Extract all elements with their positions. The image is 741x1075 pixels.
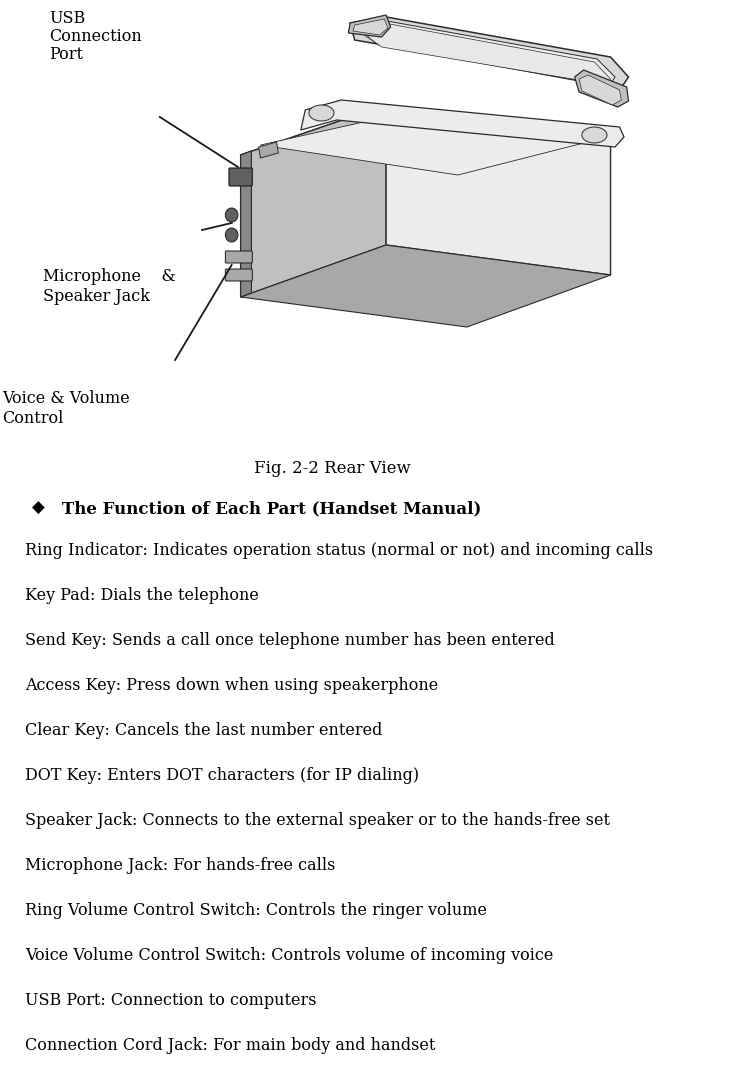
Polygon shape	[301, 100, 624, 147]
Text: Clear Key: Cancels the last number entered: Clear Key: Cancels the last number enter…	[25, 722, 382, 739]
Text: Voice & Volume: Voice & Volume	[1, 390, 130, 407]
Polygon shape	[368, 23, 611, 88]
Text: Microphone Jack: For hands-free calls: Microphone Jack: For hands-free calls	[25, 857, 336, 874]
FancyBboxPatch shape	[229, 168, 252, 186]
Polygon shape	[259, 142, 279, 158]
Text: Fig. 2-2 Rear View: Fig. 2-2 Rear View	[254, 460, 411, 477]
Text: Connection Cord Jack: For main body and handset: Connection Cord Jack: For main body and …	[25, 1037, 436, 1054]
Text: Port: Port	[50, 46, 84, 63]
Polygon shape	[241, 105, 611, 187]
Text: Send Key: Sends a call once telephone number has been entered: Send Key: Sends a call once telephone nu…	[25, 632, 555, 649]
Text: The Function of Each Part (Handset Manual): The Function of Each Part (Handset Manua…	[62, 500, 481, 517]
Polygon shape	[364, 20, 615, 89]
Text: Access Key: Press down when using speakerphone: Access Key: Press down when using speake…	[25, 677, 439, 694]
Text: USB: USB	[50, 10, 86, 27]
Polygon shape	[241, 151, 251, 297]
Ellipse shape	[225, 207, 238, 223]
Text: Voice Volume Control Switch: Controls volume of incoming voice: Voice Volume Control Switch: Controls vo…	[25, 947, 554, 964]
Polygon shape	[348, 15, 391, 37]
Polygon shape	[386, 105, 611, 275]
Text: Speaker Jack: Connects to the external speaker or to the hands-free set: Speaker Jack: Connects to the external s…	[25, 812, 611, 829]
Polygon shape	[241, 245, 611, 327]
Text: Control: Control	[1, 410, 63, 427]
Polygon shape	[260, 115, 584, 175]
Polygon shape	[579, 75, 622, 105]
Polygon shape	[574, 70, 628, 108]
Text: USB Port: Connection to computers: USB Port: Connection to computers	[25, 992, 317, 1009]
Text: Ring Indicator: Indicates operation status (normal or not) and incoming calls: Ring Indicator: Indicates operation stat…	[25, 542, 654, 559]
Polygon shape	[350, 17, 628, 94]
Text: Speaker Jack: Speaker Jack	[43, 288, 150, 305]
Polygon shape	[353, 19, 388, 35]
FancyBboxPatch shape	[225, 269, 252, 281]
Text: Microphone    &: Microphone &	[43, 268, 176, 285]
Ellipse shape	[309, 105, 334, 121]
FancyBboxPatch shape	[225, 250, 252, 263]
Ellipse shape	[582, 127, 607, 143]
Text: Key Pad: Dials the telephone: Key Pad: Dials the telephone	[25, 587, 259, 604]
Text: ◆: ◆	[32, 500, 44, 517]
Text: Connection: Connection	[50, 28, 142, 45]
Text: DOT Key: Enters DOT characters (for IP dialing): DOT Key: Enters DOT characters (for IP d…	[25, 766, 419, 784]
Ellipse shape	[225, 228, 238, 242]
Text: Ring Volume Control Switch: Controls the ringer volume: Ring Volume Control Switch: Controls the…	[25, 902, 488, 919]
Polygon shape	[241, 105, 386, 297]
